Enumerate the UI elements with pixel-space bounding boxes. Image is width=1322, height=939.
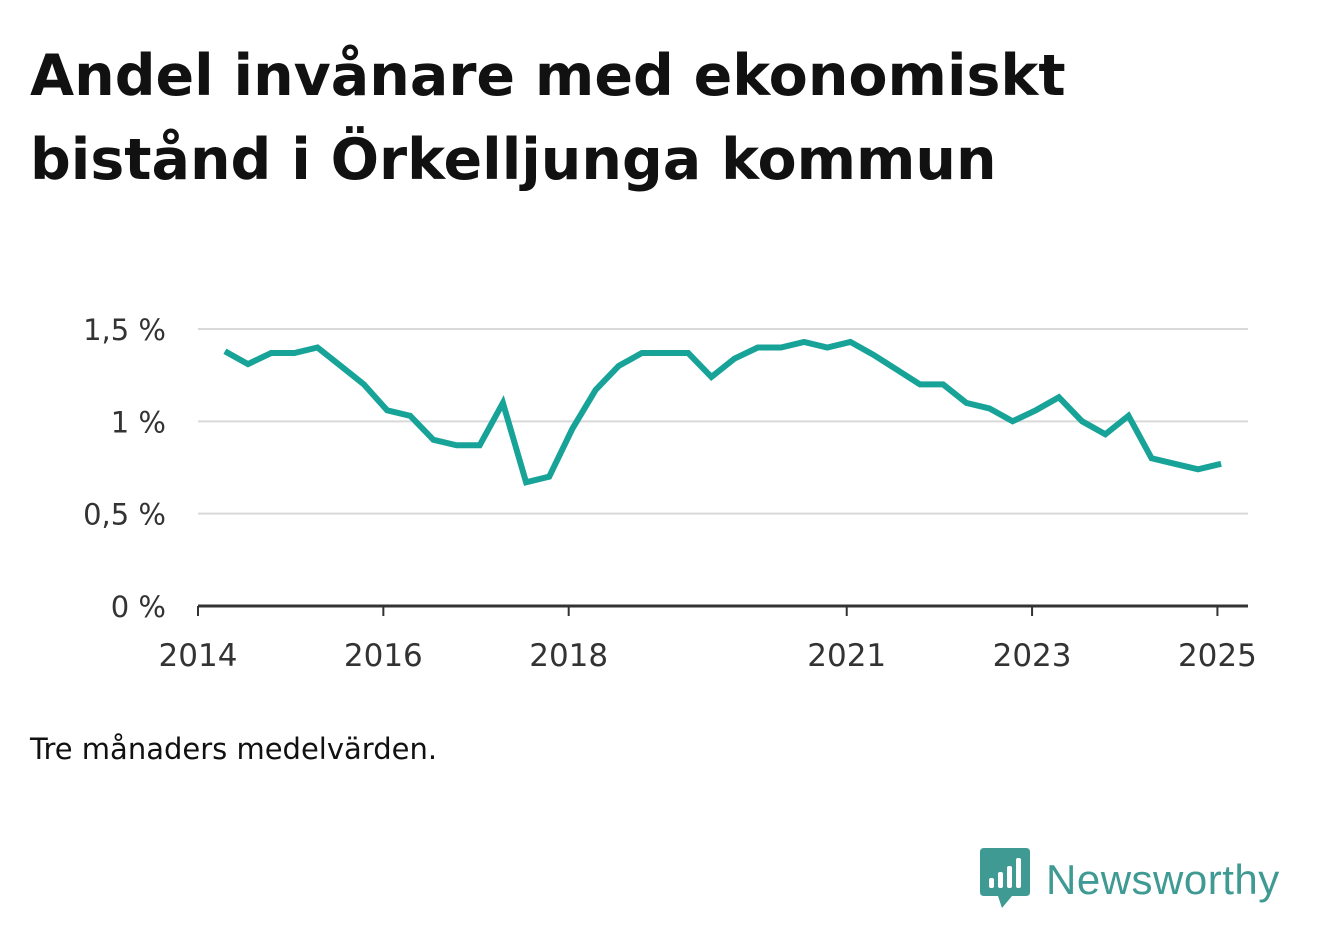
x-tick-label: 2023 (993, 638, 1072, 674)
brand-logo: Newsworthy (980, 848, 1280, 912)
x-tick-label: 2025 (1178, 638, 1257, 674)
x-tick-label: 2014 (159, 638, 238, 674)
brand-name: Newsworthy (1046, 856, 1280, 903)
y-tick-label: 1,5 % (83, 313, 166, 347)
series-line (223, 338, 1222, 486)
y-tick-label: 0 % (111, 590, 166, 624)
x-tick-label: 2016 (344, 638, 423, 674)
y-tick-label: 1 % (111, 405, 166, 439)
chart-title: Andel invånare med ekonomiskt bistånd i … (30, 43, 1066, 193)
bar-chart-speech-bubble-icon (980, 848, 1030, 908)
line-chart: 0 % 0,5 % 1 % 1,5 % 2014 2016 2018 2021 2023 2025 (83, 313, 1257, 674)
chart-note: Tre månaders medelvärden. (30, 732, 438, 766)
x-tick-label: 2018 (529, 638, 608, 674)
x-tick-label: 2021 (807, 638, 886, 674)
y-tick-label: 0,5 % (83, 498, 166, 532)
